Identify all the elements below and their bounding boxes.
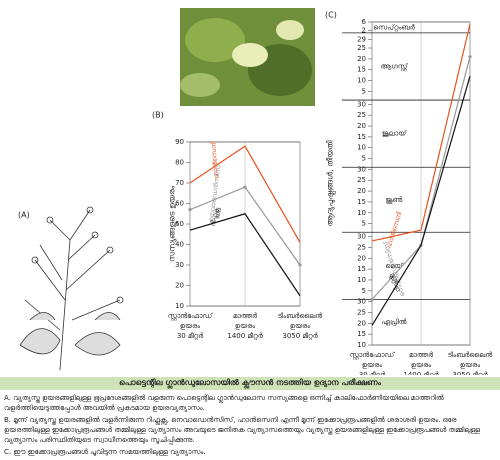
x-tick-label: ടിംബർലൈൻ <box>448 351 492 359</box>
y-tick-label: 20 <box>357 187 366 195</box>
y-tick-label: 30 <box>357 165 366 173</box>
y-tick-label: 20 <box>357 254 366 262</box>
y-tick-label: 10 <box>357 209 366 217</box>
x-tick-label: ഉയരം <box>290 322 310 330</box>
y-tick-label: 25 <box>357 176 366 184</box>
y-tick-label: 80 <box>175 159 184 167</box>
caption-text: A. വ്യത്യസ്ത ഉയരങ്ങളിലുള്ള ഭൂപ്രദേശങ്ങളി… <box>4 394 444 412</box>
y-tick-label: 10 <box>357 144 366 152</box>
y-tick-label: 25 <box>357 243 366 251</box>
x-tick-label: ടിംബർലൈൻ <box>278 312 322 320</box>
x-tick-label: 1400 മീറ്റർ <box>403 371 438 375</box>
y-tick-label: 20 <box>357 122 366 130</box>
y-tick-label: 15 <box>357 133 366 141</box>
month-label: ആഗസ്റ്റ് <box>381 62 409 71</box>
y-tick-label: 60 <box>175 200 184 208</box>
y-tick-label: 25 <box>357 44 366 52</box>
y-tick-label: 5 <box>362 155 366 163</box>
month-label: ജൂലായ് <box>382 130 408 138</box>
x-tick-label: 1400 മീറ്റർ <box>227 332 262 341</box>
y-tick-label: 90 <box>175 138 184 146</box>
y-tick-label: 25 <box>357 308 366 316</box>
y-tick-label: 50 <box>175 220 184 228</box>
month-label: സെപ്റ്റംബർ <box>373 23 415 32</box>
y-axis-label: സസ്യങ്ങളുടെ ഉയരം <box>168 185 178 262</box>
y-tick-label: 20 <box>175 282 184 290</box>
y-tick-label: 10 <box>357 341 366 349</box>
y-tick-label: 20 <box>357 319 366 327</box>
series-label: ഹാൻസെനി <box>209 141 220 179</box>
panel-label: (C) <box>325 11 337 20</box>
y-tick-label: 2 <box>362 27 366 35</box>
y-tick-label: 10 <box>175 302 184 310</box>
y-tick-label: 25 <box>357 111 366 119</box>
x-tick-label: ഉയരം <box>235 322 255 330</box>
x-tick-label: സ്റ്റാൻഫോഡ് <box>168 312 214 321</box>
month-label: മെയ് <box>385 262 404 270</box>
x-tick-label: 3050 മീറ്റർ <box>282 332 317 341</box>
panel-label: (B) <box>152 111 164 120</box>
y-tick-label: 15 <box>357 66 366 74</box>
y-tick-label: 29 <box>357 35 366 43</box>
x-tick-label: ഉയരം <box>362 361 382 369</box>
x-tick-label: മാത്തർ <box>233 312 257 320</box>
plant-drawing <box>19 206 124 371</box>
y-tick-label: 15 <box>357 330 366 338</box>
panel-label: (A) <box>18 211 30 220</box>
y-tick-label: 10 <box>357 77 366 85</box>
x-tick-label: ഉയരം <box>460 361 480 369</box>
y-tick-label: 15 <box>357 265 366 273</box>
point <box>468 55 472 59</box>
y-tick-label: 5 <box>362 87 366 95</box>
caption-title: പൊട്ടെന്റില ഗ്ലാൻഡുലോസയിൽ ക്ലൗസൻ നടത്തിയ… <box>118 378 381 387</box>
x-tick-label: 3050 മീറ്റർ <box>452 371 487 375</box>
y-axis-label: ആദ്യപുഷ്പങ്ങൾ, തീയതി <box>326 140 336 226</box>
point <box>298 263 302 267</box>
y-tick-label: 40 <box>175 241 184 249</box>
y-tick-label: 70 <box>175 179 184 187</box>
y-tick-label: 30 <box>357 298 366 306</box>
y-tick-label: 15 <box>357 198 366 206</box>
x-tick-label: ഉയരം <box>411 361 431 369</box>
y-tick-label: 6 <box>362 18 367 26</box>
series-line <box>189 145 301 243</box>
photo <box>180 8 315 106</box>
y-tick-label: 5 <box>362 220 366 228</box>
caption-text: B. മൂന്ന് വ്യത്യസ്ത ഉയരങ്ങളിൽ വളർന്നിരുന… <box>4 416 481 444</box>
y-tick-label: 5 <box>362 287 366 295</box>
caption-text: C. ഈ ഇക്കോപ്രരൂപങ്ങൾ പൂവിടുന്ന സമയത്തിലു… <box>4 448 206 456</box>
y-tick-label: 30 <box>357 233 366 241</box>
y-tick-label: 10 <box>357 276 366 284</box>
series-line <box>371 76 471 326</box>
x-tick-label: ഉയരം <box>180 322 200 330</box>
series-line <box>189 213 301 297</box>
x-tick-label: മാത്തർ <box>409 351 433 359</box>
point <box>243 185 247 189</box>
x-tick-label: 30 മീറ്റർ <box>359 371 385 375</box>
charts: (A) (B) (C) സ്റ്റാൻഫോഡ്ഉയരം30 മീറ്റർമാത്… <box>18 8 492 375</box>
y-tick-label: 30 <box>175 261 184 269</box>
x-tick-label: സ്റ്റാൻഫോഡ് <box>350 351 396 360</box>
y-tick-label: 20 <box>357 55 366 63</box>
point <box>188 208 192 212</box>
month-label: ജൂൺ <box>386 196 403 204</box>
series-line <box>371 24 471 242</box>
x-tick-label: 30 മീറ്റർ <box>177 332 203 341</box>
caption-band <box>0 377 500 390</box>
y-tick-label: 30 <box>357 100 366 108</box>
month-label: ഏപ്രിൽ <box>382 318 407 326</box>
point <box>370 297 374 302</box>
